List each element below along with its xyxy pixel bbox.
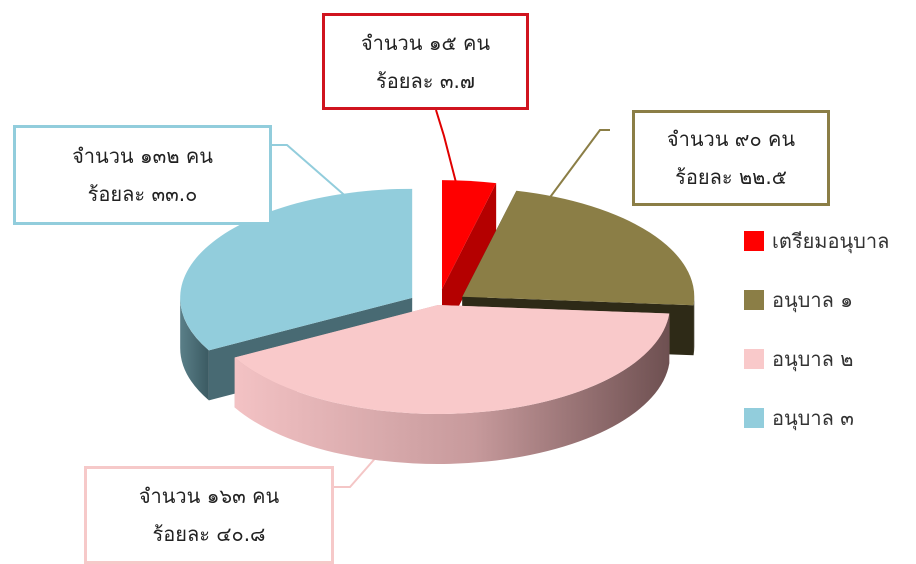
leader-line-kindergarten-1 [547, 129, 610, 201]
pie-side-kindergarten-1 [693, 296, 695, 356]
legend: เตรียมอนุบาล อนุบาล ๑ อนุบาล ๒ อนุบาล ๓ [744, 226, 914, 462]
pie-side-preschool [441, 183, 497, 340]
callout-kindergarten-2: จำนวน ๑๖๓ คน ร้อยละ ๔๐.๘ [84, 466, 334, 564]
callout-preschool-count: จำนวน ๑๕ คน [360, 30, 491, 55]
pie-slice-kindergarten-1 [462, 190, 695, 306]
pie-side-kindergarten-2 [234, 313, 670, 464]
legend-swatch-preschool [744, 231, 764, 251]
pie-slice-preschool [441, 180, 497, 290]
leader-line-kindergarten-3 [272, 144, 351, 201]
callout-kindergarten-1: จำนวน ๙๐ คน ร้อยละ ๒๒.๕ [632, 110, 830, 206]
callout-preschool-percent: ร้อยละ ๓.๗ [376, 68, 475, 93]
leader-line-preschool [435, 109, 461, 199]
legend-swatch-kindergarten-3 [744, 408, 764, 428]
legend-item-kindergarten-2: อนุบาล ๒ [744, 344, 914, 374]
pie-slice-kindergarten-3 [180, 188, 413, 351]
legend-item-preschool: เตรียมอนุบาล [744, 226, 914, 256]
legend-label-kindergarten-1: อนุบาล ๑ [772, 288, 853, 312]
callout-kindergarten-1-percent: ร้อยละ ๒๒.๕ [675, 165, 787, 189]
callout-kindergarten-2-count: จำนวน ๑๖๓ คน [138, 484, 280, 508]
legend-label-preschool: เตรียมอนุบาล [772, 229, 890, 253]
pie-slice-kindergarten-2 [234, 305, 670, 415]
legend-swatch-kindergarten-1 [744, 290, 764, 310]
legend-label-kindergarten-2: อนุบาล ๒ [772, 347, 854, 371]
legend-item-kindergarten-1: อนุบาล ๑ [744, 285, 914, 315]
callout-kindergarten-3: จำนวน ๑๓๒ คน ร้อยละ ๓๓.๐ [13, 125, 272, 225]
legend-swatch-kindergarten-2 [744, 349, 764, 369]
callout-kindergarten-3-percent: ร้อยละ ๓๓.๐ [87, 182, 198, 206]
pie-side-kindergarten-3 [180, 297, 209, 401]
callout-kindergarten-2-percent: ร้อยละ ๔๐.๘ [152, 522, 266, 546]
callout-kindergarten-1-count: จำนวน ๙๐ คน [666, 127, 796, 151]
legend-label-kindergarten-3: อนุบาล ๓ [772, 406, 854, 430]
callout-kindergarten-3-count: จำนวน ๑๓๒ คน [72, 144, 213, 168]
callout-preschool: จำนวน ๑๕ คน ร้อยละ ๓.๗ [322, 13, 529, 110]
legend-item-kindergarten-3: อนุบาล ๓ [744, 403, 914, 433]
